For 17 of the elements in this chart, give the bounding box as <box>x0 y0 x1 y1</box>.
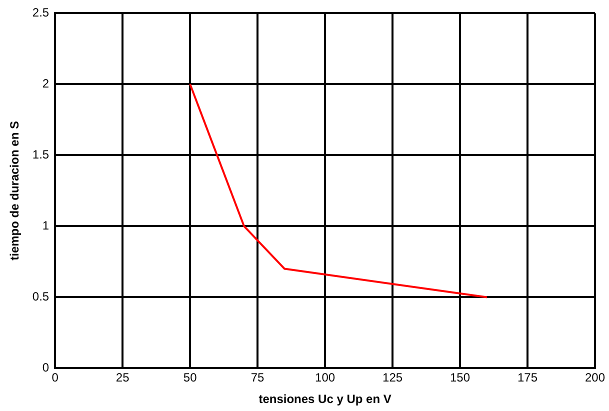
y-tick-label: 1.5 <box>32 148 50 162</box>
y-tick-label: 0.5 <box>32 290 50 304</box>
x-tick-label: 125 <box>382 370 403 385</box>
x-tick-label: 200 <box>584 370 606 385</box>
x-tick-label: 75 <box>250 370 265 385</box>
y-axis-title: tiempo de duracion en S <box>8 121 22 260</box>
x-tick-label: 50 <box>183 370 198 385</box>
y-tick-label: 0 <box>42 360 50 375</box>
x-tick-label: 175 <box>517 370 538 385</box>
x-tick-label: 0 <box>52 370 59 385</box>
y-tick-label: 2.5 <box>32 6 50 20</box>
y-tick-label: 1 <box>42 218 50 233</box>
x-tick-label: 150 <box>450 370 470 385</box>
x-tick-label: 100 <box>315 370 336 385</box>
x-tick-label: 25 <box>116 370 130 385</box>
x-axis-title: tensiones Uc y Up en V <box>258 392 392 406</box>
y-tick-label: 2 <box>42 76 50 91</box>
